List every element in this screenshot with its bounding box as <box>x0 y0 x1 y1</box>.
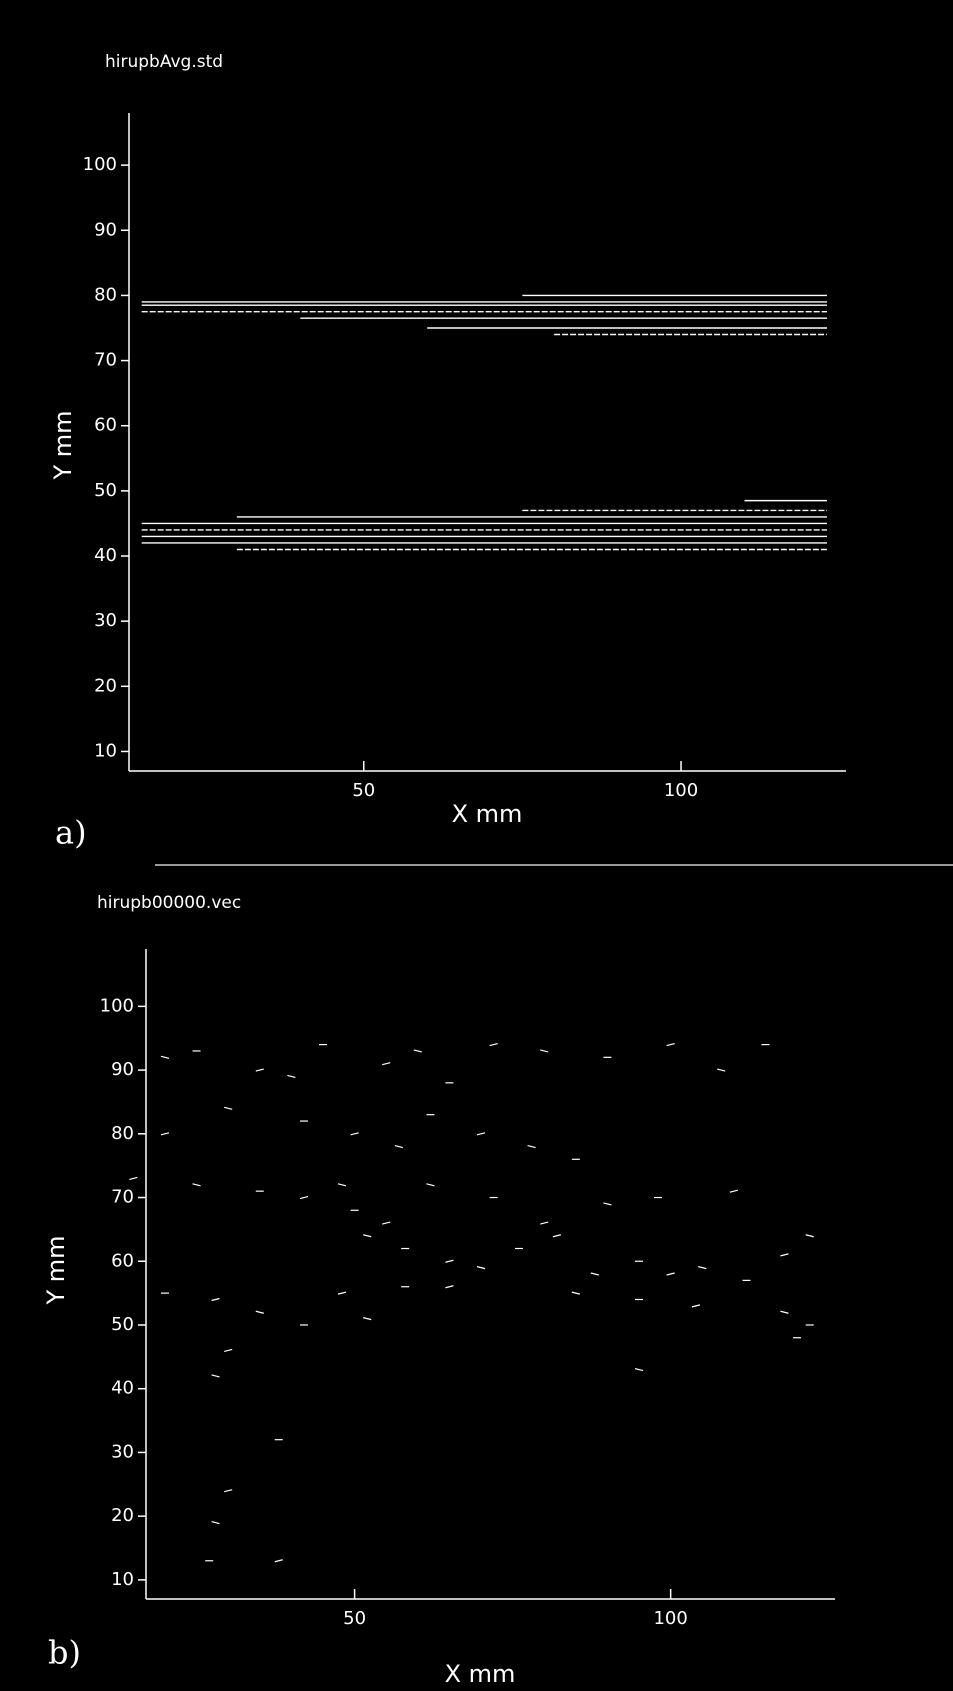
x-axis-label: X mm <box>452 800 523 828</box>
vector <box>255 1068 264 1072</box>
y-tick-label: 100 <box>83 154 117 175</box>
vector <box>540 1049 549 1053</box>
vector <box>666 1043 675 1047</box>
panel-label: b) <box>48 1634 81 1672</box>
x-axis-label: X mm <box>445 1660 516 1688</box>
vector <box>160 1132 170 1136</box>
vector <box>255 1310 264 1314</box>
vector <box>445 1259 454 1263</box>
vector <box>211 1297 220 1302</box>
vector <box>299 1195 309 1200</box>
vector <box>337 1183 347 1187</box>
x-tick-label: 100 <box>664 780 698 801</box>
y-tick-label: 30 <box>111 1441 134 1462</box>
x-tick-label: 100 <box>653 1608 687 1629</box>
vector <box>527 1144 536 1149</box>
vector <box>363 1234 372 1238</box>
vector <box>571 1291 580 1295</box>
y-tick-label: 80 <box>94 284 117 305</box>
vector <box>129 1176 138 1180</box>
y-axis-label: Y mm <box>49 410 77 480</box>
vector <box>476 1266 486 1270</box>
vector <box>211 1520 220 1525</box>
y-tick-label: 60 <box>111 1250 134 1271</box>
y-tick-label: 30 <box>94 610 117 631</box>
y-tick-label: 10 <box>94 740 117 761</box>
y-tick-label: 90 <box>111 1059 134 1080</box>
vector <box>211 1374 220 1378</box>
vector <box>160 1055 170 1059</box>
vector <box>287 1074 296 1079</box>
vector <box>540 1221 549 1225</box>
panel-title: hirupbAvg.std <box>105 52 223 72</box>
y-tick-label: 10 <box>111 1569 134 1590</box>
y-tick-label: 70 <box>111 1187 134 1208</box>
vector <box>413 1049 422 1053</box>
vector <box>552 1234 562 1238</box>
vector <box>192 1183 201 1187</box>
vector <box>780 1253 789 1257</box>
x-tick-label: 50 <box>343 1608 366 1629</box>
vector <box>224 1348 233 1353</box>
y-tick-label: 70 <box>94 350 117 371</box>
y-tick-label: 90 <box>94 219 117 240</box>
vector <box>274 1559 283 1563</box>
vector <box>489 1043 498 1047</box>
y-tick-label: 40 <box>111 1378 134 1399</box>
panel-title: hirupb00000.vec <box>97 893 241 913</box>
y-tick-label: 60 <box>94 415 117 436</box>
vector <box>691 1304 701 1308</box>
y-axis-label: Y mm <box>42 1235 70 1305</box>
vector <box>780 1310 789 1314</box>
vector <box>445 1285 454 1289</box>
panel-label: a) <box>55 814 87 852</box>
vector <box>363 1317 372 1321</box>
vector <box>394 1144 403 1149</box>
vector <box>224 1106 233 1110</box>
vector <box>382 1221 391 1225</box>
vector <box>350 1132 359 1136</box>
vector <box>382 1062 391 1066</box>
vector <box>666 1272 675 1276</box>
x-tick-label: 50 <box>352 780 375 801</box>
vector <box>590 1272 599 1276</box>
vector <box>729 1189 739 1193</box>
vector <box>805 1234 814 1238</box>
vector <box>337 1291 347 1295</box>
vector <box>476 1132 486 1136</box>
vector <box>698 1266 707 1270</box>
vector <box>634 1368 644 1372</box>
y-tick-label: 80 <box>111 1123 134 1144</box>
y-tick-label: 100 <box>100 995 134 1016</box>
vector <box>603 1202 612 1206</box>
y-tick-label: 50 <box>94 480 117 501</box>
y-tick-label: 40 <box>94 545 117 566</box>
vector <box>426 1183 435 1187</box>
y-tick-label: 20 <box>111 1505 134 1526</box>
y-tick-label: 50 <box>111 1314 134 1335</box>
vector <box>717 1068 726 1072</box>
vector <box>224 1489 233 1493</box>
y-tick-label: 20 <box>94 675 117 696</box>
